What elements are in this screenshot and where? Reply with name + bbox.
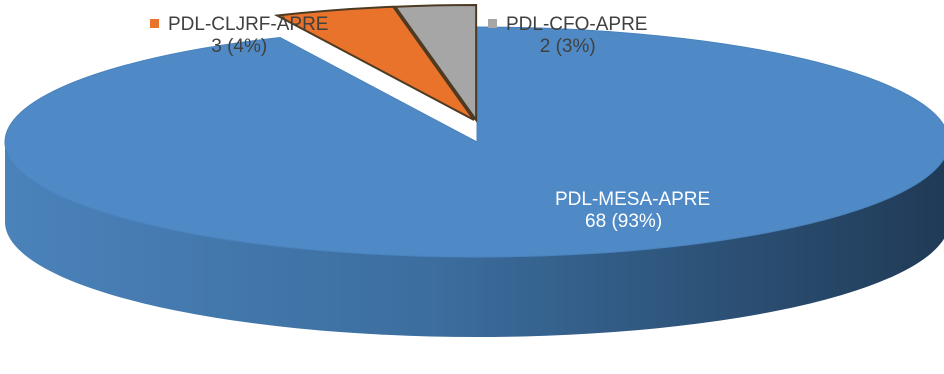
- slice-label-cljrf: PDL-CLJRF-APRE 3 (4%): [150, 14, 328, 58]
- legend-swatch-cfo: [488, 19, 497, 28]
- slice-label-mesa: PDL-MESA-APRE 68 (93%): [537, 189, 710, 233]
- slice-label-cfo: PDL-CFO-APRE 2 (3%): [488, 14, 647, 58]
- legend-swatch-cljrf: [150, 19, 159, 28]
- legend-swatch-mesa: [537, 194, 546, 203]
